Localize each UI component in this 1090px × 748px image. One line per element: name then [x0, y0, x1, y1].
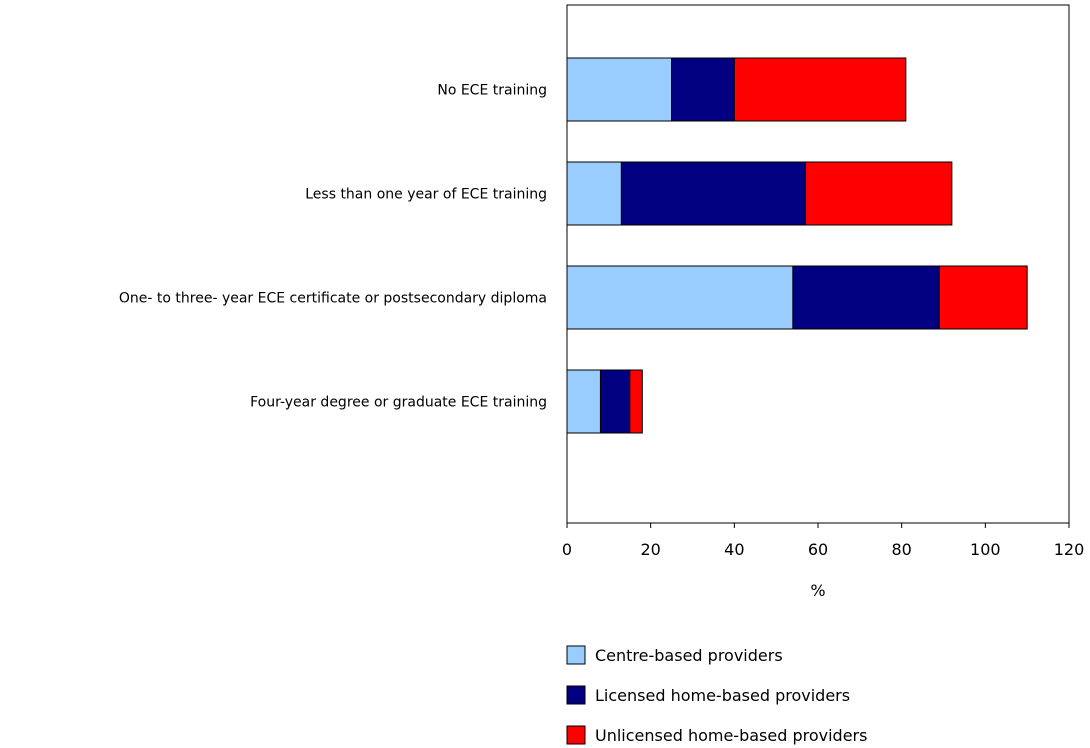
x-tick-label: 80 — [891, 540, 911, 559]
bar-3-series-2 — [792, 265, 940, 330]
x-tick-label: 60 — [808, 540, 828, 559]
bars-layer — [566, 57, 1028, 434]
legend-label: Centre-based providers — [595, 646, 783, 665]
category-label-4: Four-year degree or graduate ECE trainin… — [250, 395, 547, 411]
legend-label: Unlicensed home-based providers — [595, 726, 867, 745]
bar-1-series-3 — [733, 57, 907, 122]
x-tick-label: 120 — [1054, 540, 1085, 559]
x-tick-label: 40 — [724, 540, 744, 559]
x-tick-label: 100 — [970, 540, 1001, 559]
bar-4-series-2 — [599, 369, 631, 434]
bar-4-series-1 — [566, 369, 601, 434]
x-tick-label: 0 — [562, 540, 572, 559]
bar-3-series-1 — [566, 265, 794, 330]
bar-2-series-3 — [804, 161, 953, 226]
category-label-2: Less than one year of ECE training — [305, 187, 547, 203]
bar-2-series-2 — [620, 161, 806, 226]
category-label-3: One- to three- year ECE certificate or p… — [119, 291, 547, 307]
legend-label: Licensed home-based providers — [595, 686, 850, 705]
bar-3-series-3 — [938, 265, 1028, 330]
category-label-1: No ECE training — [437, 83, 547, 99]
legend-swatch — [566, 645, 586, 665]
x-axis-title: % — [810, 581, 825, 600]
legend-swatch — [566, 685, 586, 705]
x-axis: 0 20 40 60 80 100 120 — [562, 523, 1084, 559]
bar-2-series-1 — [566, 161, 622, 226]
bar-1-series-2 — [671, 57, 735, 122]
category-labels: No ECE training Less than one year of ECE… — [119, 83, 547, 411]
x-tick-label: 20 — [640, 540, 660, 559]
legend-swatch — [566, 725, 586, 745]
bar-4-series-3 — [629, 369, 643, 434]
bar-1-series-1 — [566, 57, 673, 122]
legend: Centre-based providers Licensed home-base… — [566, 645, 867, 745]
